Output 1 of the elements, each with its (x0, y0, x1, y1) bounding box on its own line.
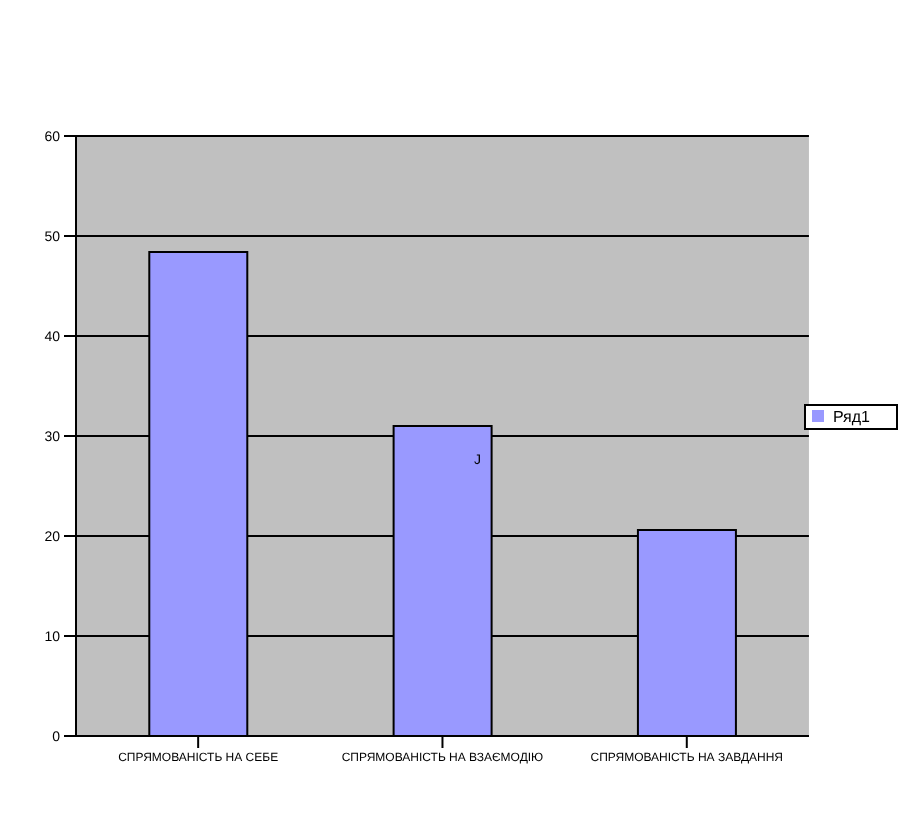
legend-label: Ряд1 (832, 407, 870, 425)
